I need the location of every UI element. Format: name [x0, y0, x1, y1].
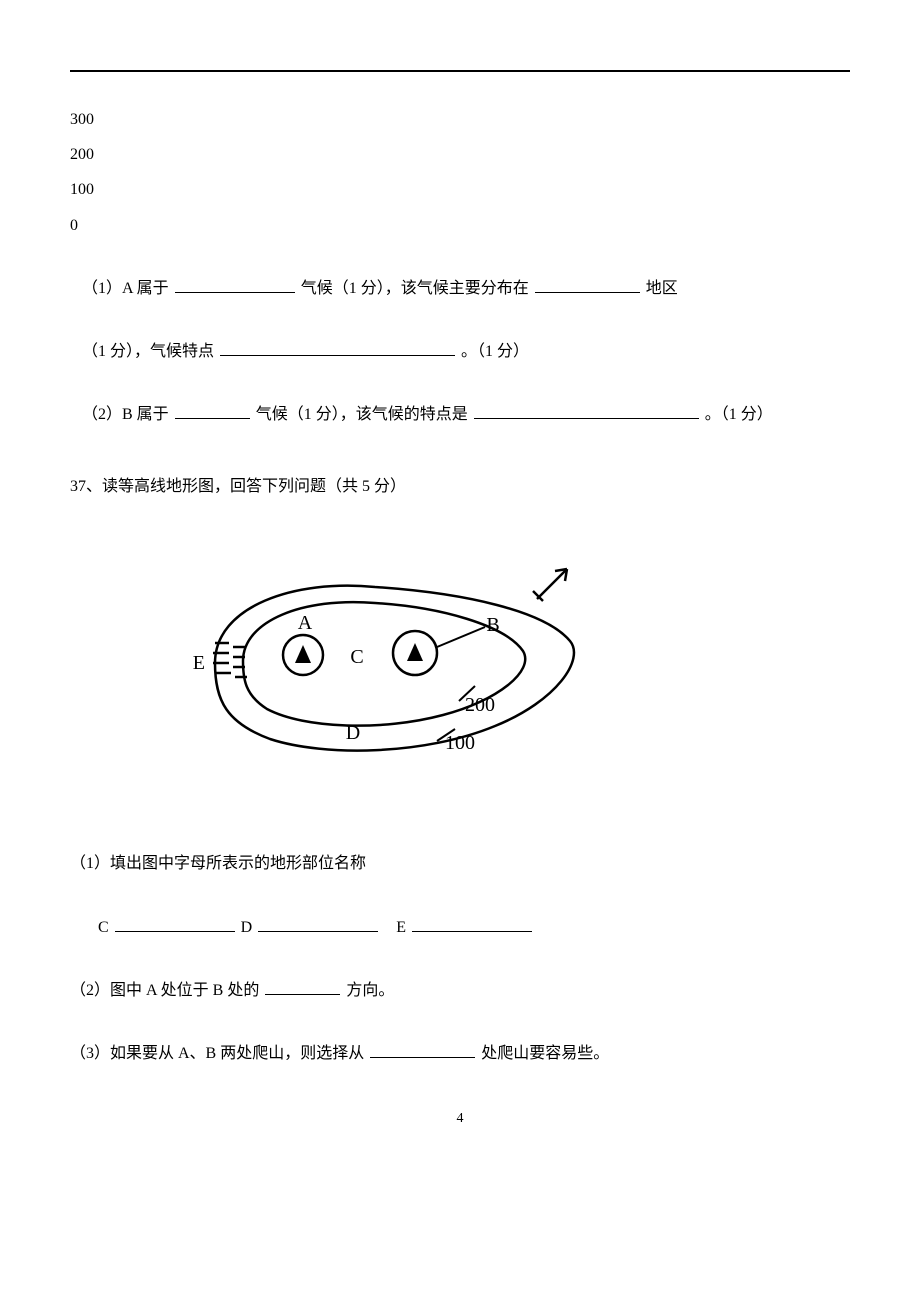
q37-p2-b: 方向。	[346, 982, 394, 999]
blank-q36-5[interactable]	[474, 401, 699, 419]
leader-B	[437, 627, 485, 647]
q36-p3-b: 气候（1 分），该气候的特点是	[256, 406, 468, 423]
q36-part3: （2）B 属于 气候（1 分），该气候的特点是 。（1 分）	[70, 397, 850, 432]
top-rule	[70, 70, 850, 72]
q37-part3: （3）如果要从 A、B 两处爬山，则选择从 处爬山要容易些。	[70, 1036, 850, 1071]
y-tick-200: 200	[70, 137, 850, 172]
q37-part2: （2）图中 A 处位于 B 处的 方向。	[70, 973, 850, 1008]
label-C: C	[350, 646, 363, 668]
contour-svg: A B C D E 200 100	[185, 551, 585, 771]
q37-p2-a: （2）图中 A 处位于 B 处的	[70, 982, 259, 999]
label-D: D	[346, 722, 360, 744]
q37-label-D: D	[241, 919, 253, 936]
label-B: B	[486, 614, 499, 636]
blank-q36-1[interactable]	[175, 275, 295, 293]
q37-part1: （1）填出图中字母所表示的地形部位名称	[70, 846, 850, 881]
blank-q37-dir[interactable]	[265, 977, 340, 995]
y-tick-100: 100	[70, 172, 850, 207]
q36-p2-b: 。（1 分）	[461, 343, 529, 360]
page-number: 4	[70, 1111, 850, 1127]
q37-p3-b: 处爬山要容易些。	[481, 1045, 609, 1062]
q36-p1-c: 地区	[646, 280, 678, 297]
q36-p3-a: （2）B 属于	[82, 406, 169, 423]
label-E: E	[193, 652, 205, 674]
blank-q36-3[interactable]	[220, 338, 455, 356]
y-axis-block: 300 200 100 0	[70, 102, 850, 243]
peak-left-triangle	[295, 645, 311, 663]
peak-right-triangle	[407, 643, 423, 661]
blank-q36-4[interactable]	[175, 401, 250, 419]
contour-diagram: A B C D E 200 100	[185, 551, 585, 776]
q36-p1-b: 气候（1 分），该气候主要分布在	[301, 280, 529, 297]
blank-q37-d[interactable]	[258, 914, 378, 932]
label-200: 200	[465, 694, 495, 716]
y-tick-300: 300	[70, 102, 850, 137]
q37-p3-a: （3）如果要从 A、B 两处爬山，则选择从	[70, 1045, 364, 1062]
contour-100	[215, 586, 574, 751]
q37-label-C: C	[98, 919, 109, 936]
q37-heading: 37、读等高线地形图，回答下列问题（共 5 分）	[70, 472, 850, 496]
blank-q37-e[interactable]	[412, 914, 532, 932]
blank-q36-2[interactable]	[535, 275, 640, 293]
q36-part1: （1）A 属于 气候（1 分），该气候主要分布在 地区	[70, 271, 850, 306]
blank-q37-climb[interactable]	[370, 1040, 475, 1058]
q36-part2: （1 分），气候特点 。（1 分）	[70, 334, 850, 369]
label-A: A	[298, 612, 313, 634]
q36-p3-c: 。（1 分）	[705, 406, 773, 423]
y-tick-0: 0	[70, 208, 850, 243]
q37-label-E: E	[396, 919, 406, 936]
label-100: 100	[445, 732, 475, 754]
q36-p1-a: （1）A 属于	[82, 280, 169, 297]
blank-q37-c[interactable]	[115, 914, 235, 932]
north-arrow-icon	[533, 569, 567, 601]
q36-p2-a: （1 分），气候特点	[82, 343, 214, 360]
q37-part1-blanks: C D E	[70, 910, 850, 945]
